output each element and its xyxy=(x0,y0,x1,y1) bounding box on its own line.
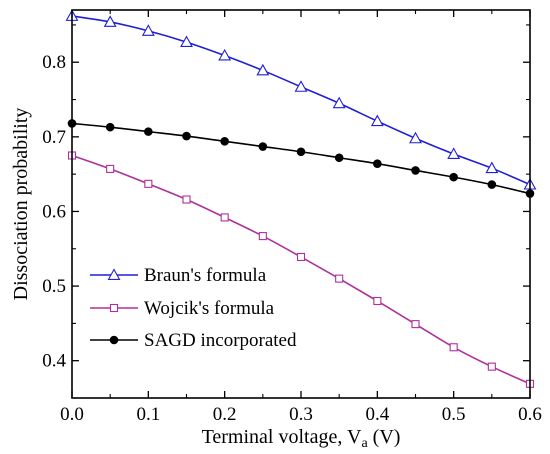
data-point xyxy=(447,147,461,159)
legend-marker xyxy=(109,303,119,313)
data-point xyxy=(373,296,382,306)
data-point xyxy=(220,213,229,222)
legend-marker xyxy=(109,335,119,345)
legend-marker xyxy=(107,268,121,280)
y-tick-label: 0.7 xyxy=(42,127,66,148)
data-point xyxy=(144,127,153,136)
data-point xyxy=(180,35,193,48)
data-point xyxy=(218,48,232,61)
data-point xyxy=(141,24,155,36)
data-point xyxy=(182,131,191,141)
legend: Braun's formula Wojcik's formula SAGD inco… xyxy=(90,265,297,351)
data-point xyxy=(296,147,306,157)
data-point xyxy=(294,80,308,92)
axes: 0.0 0.1 0.2 0.3 0.4 0.5 0.6 0.4 0.5 0.6 0.7 0.8 xyxy=(42,10,542,425)
data-point xyxy=(409,131,422,144)
series-line xyxy=(71,122,531,195)
series-0 xyxy=(65,9,537,190)
x-tick-label: 0.5 xyxy=(442,404,466,425)
legend-label: Wojcik's formula xyxy=(144,298,275,319)
data-point xyxy=(449,343,458,352)
data-point xyxy=(411,320,420,329)
x-axis-label: Terminal voltage, Va (V) xyxy=(202,426,401,451)
y-tick-label: 0.6 xyxy=(42,201,66,222)
data-point xyxy=(487,180,497,189)
y-tick-label: 0.5 xyxy=(42,276,66,297)
data-point xyxy=(370,114,384,127)
plot-frame xyxy=(71,9,531,399)
y-tick-label: 0.8 xyxy=(42,52,66,73)
data-point xyxy=(487,362,496,371)
data-point xyxy=(182,195,191,204)
y-axis-label: Dissociation probability xyxy=(10,108,32,301)
x-tick-label: 0.0 xyxy=(60,404,84,425)
data-point xyxy=(258,232,267,241)
series-1 xyxy=(67,151,535,388)
data-point xyxy=(373,159,382,169)
x-tick-label: 0.3 xyxy=(289,404,313,425)
data-point xyxy=(103,15,117,27)
data-point xyxy=(485,161,499,174)
data-point xyxy=(106,164,115,173)
data-point xyxy=(105,122,115,132)
data-point xyxy=(335,274,344,283)
data-point xyxy=(449,172,458,182)
data-point xyxy=(334,153,344,163)
series-line xyxy=(71,154,531,385)
data-point xyxy=(220,137,229,146)
x-tick-label: 0.4 xyxy=(365,404,389,425)
data-point xyxy=(256,63,270,76)
legend-label: Braun's formula xyxy=(144,265,267,286)
series-line xyxy=(71,15,531,186)
x-tick-label: 0.6 xyxy=(518,404,542,425)
data-point xyxy=(258,142,268,151)
data-point xyxy=(332,96,346,109)
x-tick-label: 0.2 xyxy=(213,404,237,425)
x-tick-label: 0.1 xyxy=(136,404,160,425)
legend-label: SAGD incorporated xyxy=(144,330,297,351)
data-point xyxy=(144,179,153,188)
data-point xyxy=(296,252,306,262)
plot-area xyxy=(65,9,537,388)
data-point xyxy=(411,166,420,175)
y-tick-label: 0.4 xyxy=(42,351,66,372)
